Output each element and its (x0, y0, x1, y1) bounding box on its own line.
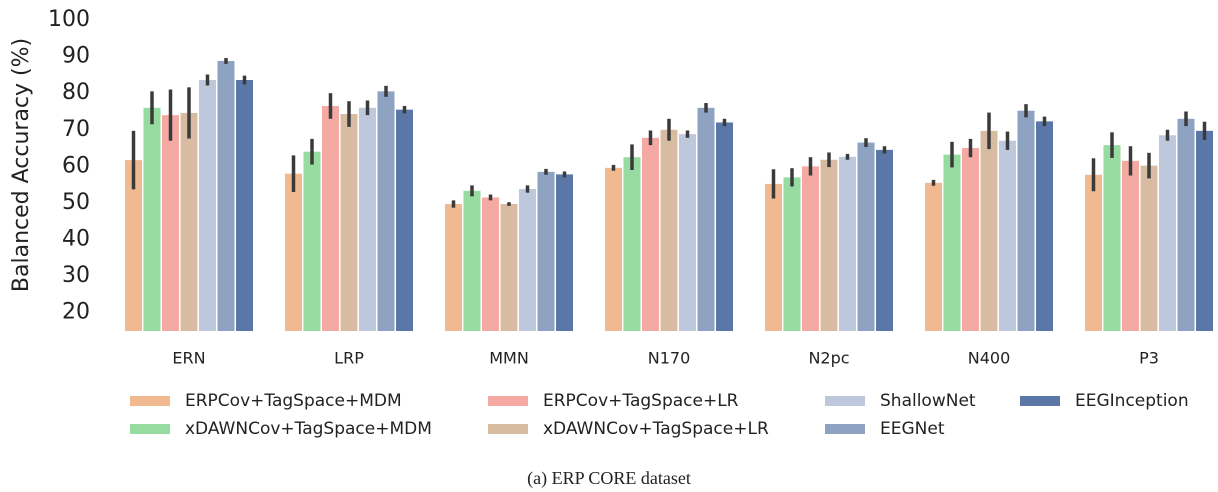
bar (839, 156, 856, 331)
x-tick-label: N2pc (808, 349, 849, 368)
bar (660, 129, 678, 331)
legend-label: ShallowNet (880, 391, 976, 411)
bar (236, 80, 253, 332)
bar (377, 91, 395, 331)
bar (180, 112, 198, 332)
legend-swatch (825, 424, 865, 434)
bar (943, 154, 961, 331)
bar (716, 122, 733, 332)
bar (199, 80, 216, 332)
x-tick-label: N400 (968, 349, 1011, 368)
bar (500, 204, 518, 331)
legend-label: EEGNet (880, 419, 945, 439)
legend-label: xDAWNCov+TagSpace+MDM (185, 419, 432, 439)
x-tick-label: MMN (489, 349, 529, 368)
bar (445, 204, 462, 331)
bar (1159, 135, 1176, 331)
bar (697, 107, 715, 331)
bar (217, 60, 235, 332)
legend-swatch (130, 396, 170, 406)
y-tick-label: 40 (62, 227, 90, 252)
bar (783, 177, 801, 331)
bar (396, 109, 413, 331)
bar (1140, 165, 1158, 331)
bar (537, 171, 555, 331)
legend-label: ERPCov+TagSpace+LR (543, 391, 739, 411)
legend-label: EEGInception (1075, 391, 1189, 411)
bar (1085, 174, 1102, 331)
bar (765, 183, 782, 331)
bar (285, 173, 302, 331)
y-axis-label: Balanced Accuracy (%) (9, 38, 34, 292)
bar (679, 134, 696, 331)
bar (962, 148, 979, 331)
bar (322, 105, 339, 331)
caption: (a) ERP CORE dataset (527, 468, 691, 489)
bar (1122, 160, 1139, 331)
y-tick-label: 100 (48, 7, 90, 32)
bar (925, 182, 942, 331)
bar (556, 174, 573, 331)
bar (820, 159, 838, 331)
y-tick-label: 70 (62, 117, 90, 142)
bar (482, 197, 499, 331)
legend-swatch (488, 396, 528, 406)
legend-swatch (825, 396, 865, 406)
bar (340, 114, 358, 331)
bar (1036, 121, 1053, 331)
bar (623, 157, 641, 331)
bar (642, 137, 659, 331)
y-tick-label: 50 (62, 190, 90, 215)
x-tick-label: LRP (334, 349, 364, 368)
legend-label: ERPCov+TagSpace+MDM (185, 391, 402, 411)
bar (876, 149, 893, 331)
bar (999, 140, 1016, 331)
y-tick-label: 80 (62, 80, 90, 105)
bar (125, 160, 142, 331)
bar (980, 130, 998, 331)
bar (359, 107, 376, 331)
bar (162, 115, 179, 331)
bar (1177, 118, 1195, 331)
bar (802, 166, 819, 331)
bar (463, 190, 481, 331)
legend-label: xDAWNCov+TagSpace+LR (543, 419, 769, 439)
bar (519, 189, 536, 331)
y-tick-label: 30 (62, 263, 90, 288)
x-tick-label: N170 (648, 349, 691, 368)
bar (143, 107, 161, 331)
y-tick-label: 60 (62, 153, 90, 178)
bar (1017, 110, 1035, 331)
x-tick-label: ERN (172, 349, 205, 368)
bar (1103, 145, 1121, 331)
y-tick-label: 20 (62, 300, 90, 325)
bar (605, 167, 622, 331)
legend-swatch (488, 424, 528, 434)
legend-swatch (1020, 396, 1060, 406)
x-tick-label: P3 (1139, 349, 1159, 368)
legend-swatch (130, 424, 170, 434)
bar (303, 151, 321, 331)
bar (1196, 130, 1213, 331)
y-tick-label: 90 (62, 44, 90, 69)
bar (857, 142, 875, 331)
